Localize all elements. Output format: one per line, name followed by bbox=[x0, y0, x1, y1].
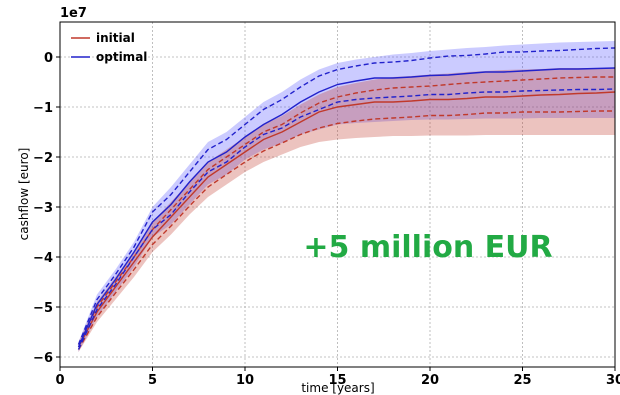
y-tick-label: −5 bbox=[33, 301, 53, 316]
series-upper-initial bbox=[77, 76, 615, 345]
series-upper-optimal bbox=[77, 47, 616, 345]
y-tick-label: −6 bbox=[33, 351, 53, 366]
y-tick-label: −4 bbox=[33, 251, 53, 266]
x-tick-label: 5 bbox=[148, 373, 157, 388]
y-tick-label: −2 bbox=[33, 151, 53, 166]
series-lower-initial bbox=[77, 110, 615, 350]
series-line-initial bbox=[77, 91, 616, 348]
x-tick-label: 0 bbox=[55, 373, 64, 388]
x-axis-label: time [years] bbox=[301, 381, 374, 395]
axis-ticks: 0 5 10 15 20 25 30 0 −1 −2 −3 −4 −5 −6 bbox=[33, 51, 620, 388]
legend-label-initial: initial bbox=[96, 31, 135, 45]
legend: initial optimal bbox=[71, 31, 147, 64]
series-lower-optimal bbox=[77, 88, 616, 350]
y-tick-label: −1 bbox=[33, 101, 53, 116]
y-tick-label: −3 bbox=[33, 201, 53, 216]
series-line-optimal bbox=[77, 67, 616, 348]
legend-label-optimal: optimal bbox=[96, 50, 147, 64]
y-multiplier-label: 1e7 bbox=[60, 6, 87, 21]
x-tick-label: 10 bbox=[236, 373, 254, 388]
x-tick-label: 30 bbox=[606, 373, 620, 388]
y-axis-label: cashflow [euro] bbox=[17, 148, 31, 241]
x-tick-label: 15 bbox=[328, 373, 346, 388]
improvement-annotation: +5 million EUR bbox=[303, 230, 552, 265]
y-tick-label: 0 bbox=[44, 51, 53, 66]
x-tick-label: 25 bbox=[513, 373, 531, 388]
series-lines bbox=[77, 47, 616, 350]
x-tick-label: 20 bbox=[421, 373, 439, 388]
confidence-bands bbox=[78, 41, 615, 352]
